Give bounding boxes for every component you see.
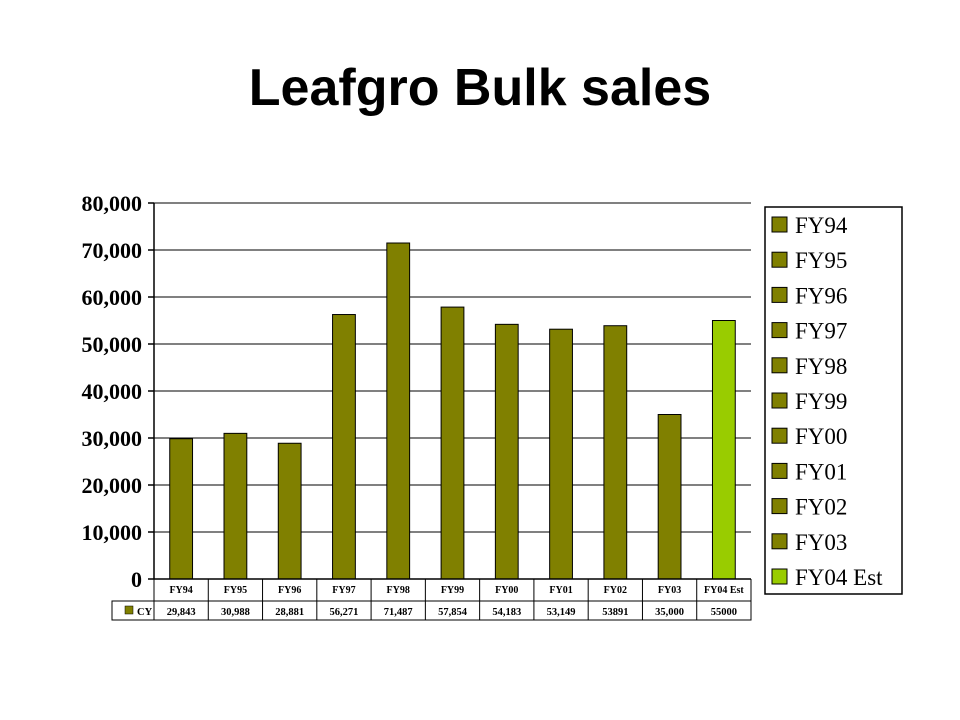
legend-entry: FY99 — [795, 389, 847, 414]
y-tick-label: 80,000 — [82, 191, 143, 216]
table-row-label: CY — [137, 607, 153, 618]
legend-swatch — [771, 357, 788, 374]
legend-entry: FY04 Est — [795, 565, 883, 590]
legend-swatch — [771, 568, 788, 585]
x-tick-label: FY00 — [495, 585, 518, 596]
y-tick-label: 20,000 — [82, 473, 143, 498]
bar-fy96 — [277, 442, 302, 580]
legend-entry: FY01 — [795, 459, 847, 484]
table-cell: 55000 — [711, 607, 737, 618]
table-cell: 56,271 — [330, 607, 359, 618]
x-tick-label: FY97 — [332, 585, 355, 596]
legend-swatch — [771, 533, 788, 550]
bar-fy98 — [386, 242, 411, 580]
legend-entry: FY00 — [795, 424, 847, 449]
table-cell: 29,843 — [167, 607, 196, 618]
bars — [169, 242, 736, 580]
table-cell: 53891 — [602, 607, 628, 618]
legend-box — [764, 206, 903, 595]
x-tick-label: FY96 — [278, 585, 301, 596]
table-cell: 71,487 — [384, 607, 413, 618]
y-tick-label: 10,000 — [82, 520, 143, 545]
x-tick-label: FY98 — [387, 585, 410, 596]
y-tick-label: 30,000 — [82, 426, 143, 451]
y-tick-label: 40,000 — [82, 379, 143, 404]
bar-fy00 — [494, 323, 519, 580]
x-tick-label: FY01 — [549, 585, 572, 596]
legend-entry: FY02 — [795, 495, 847, 520]
x-tick-label: FY02 — [604, 585, 627, 596]
legend-entry: FY95 — [795, 248, 847, 273]
y-tick-label: 50,000 — [82, 332, 143, 357]
y-tick-label: 60,000 — [82, 285, 143, 310]
page-title: Leafgro Bulk sales — [248, 59, 712, 117]
legend-entry: FY98 — [795, 354, 847, 379]
legend-swatch — [771, 251, 788, 268]
legend-swatch — [771, 498, 788, 515]
legend-swatch — [771, 427, 788, 444]
data-table: CY FY94 29,843 FY95 30,988 FY96 28,881 FY97 56,2… — [111, 579, 752, 621]
table-cell: 28,881 — [275, 607, 304, 618]
axes — [153, 203, 751, 580]
y-axis-ticks: 0 10,000 20,000 30,000 40,000 50,000 60,000 70,… — [82, 191, 154, 592]
table-cell: 57,854 — [438, 607, 468, 618]
x-tick-label: FY03 — [658, 585, 681, 596]
x-tick-label: FY04 Est — [704, 585, 744, 596]
legend-entry: FY96 — [795, 283, 847, 308]
legend-swatch — [771, 462, 788, 479]
bar-fy97 — [332, 314, 356, 580]
legend-swatch — [771, 286, 788, 303]
bar-fy01 — [549, 328, 573, 580]
legend-swatch — [771, 322, 788, 339]
bar-fy99 — [440, 306, 465, 580]
legend-entry: FY03 — [795, 530, 847, 555]
table-legend-key — [124, 605, 134, 615]
table-cell: 35,000 — [655, 607, 684, 618]
bar-fy94 — [169, 438, 194, 580]
legend-swatch — [771, 392, 788, 409]
table-cell: 53,149 — [547, 607, 576, 618]
x-tick-label: FY95 — [224, 585, 247, 596]
legend-entry: FY97 — [795, 319, 847, 344]
legend-swatch — [771, 216, 788, 233]
y-tick-label: 0 — [131, 567, 142, 592]
table-row-box — [111, 600, 752, 621]
x-tick-label: FY99 — [441, 585, 464, 596]
x-tick-label: FY94 — [169, 585, 192, 596]
bar-fy02 — [603, 325, 628, 580]
table-cell: 54,183 — [492, 607, 521, 618]
bar-fy03 — [657, 414, 682, 580]
table-cell: 30,988 — [221, 607, 250, 618]
y-tick-label: 70,000 — [82, 238, 143, 263]
legend-entry: FY94 — [795, 213, 848, 238]
bar-fy95 — [223, 432, 248, 580]
legend: FY94 FY95 FY96 FY97 FY98 FY99 FY00 FY01 FY02 FY03… — [764, 206, 903, 595]
bar-fy04-est — [711, 320, 736, 580]
